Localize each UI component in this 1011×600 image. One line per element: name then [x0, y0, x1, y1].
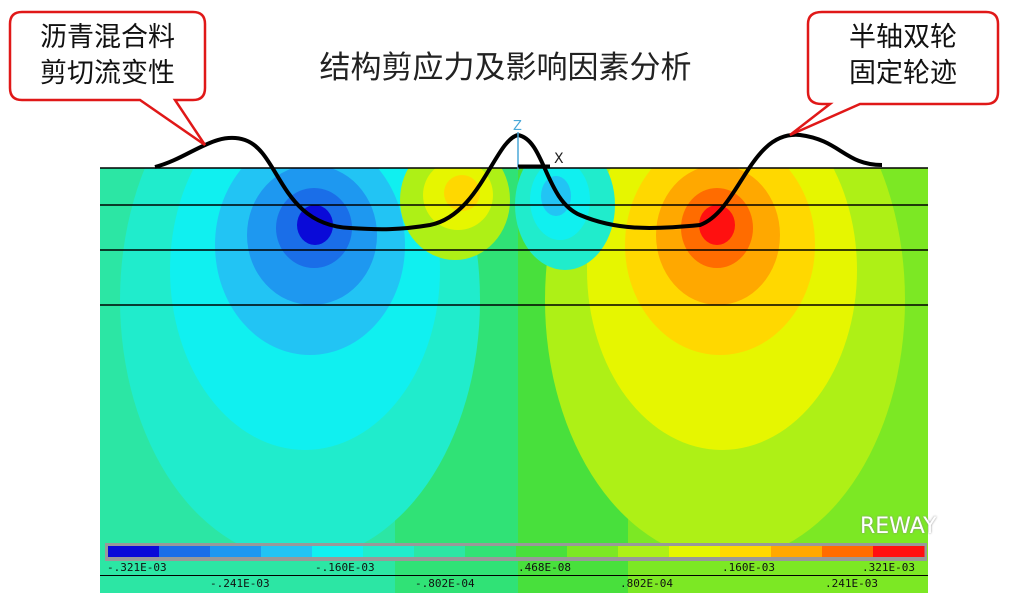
legend-color-block [567, 546, 619, 557]
legend-color-block [720, 546, 772, 557]
slide-title: 结构剪应力及影响因素分析 [319, 50, 692, 86]
legend-divider [100, 575, 928, 576]
legend-label: .468E-08 [518, 561, 571, 574]
callout-right-bubble [789, 10, 1000, 137]
legend-label: .160E-03 [722, 561, 775, 574]
z-axis-label: Z [513, 119, 522, 134]
legend-color-block [363, 546, 415, 557]
callout-left-bubble [8, 10, 207, 147]
callout-left-line1: 沥青混合料 [40, 22, 175, 53]
legend-color-block [159, 546, 211, 557]
legend-label: -.160E-03 [315, 561, 375, 574]
legend-color-block [771, 546, 823, 557]
callout-right-line2: 固定轮迹 [849, 58, 957, 89]
legend-label: .802E-04 [620, 577, 673, 590]
layer-lines [100, 167, 928, 306]
callout-right-line1: 半轴双轮 [849, 22, 957, 53]
legend-color-block [669, 546, 721, 557]
callout-left-text: 沥青混合料 剪切流变性 [10, 20, 205, 92]
legend-color-block [516, 546, 568, 557]
legend-color-block [108, 546, 160, 557]
legend-label: -.241E-03 [210, 577, 270, 590]
callout-left-line2: 剪切流变性 [40, 58, 175, 89]
legend-color-scale [108, 546, 925, 557]
legend-label: .321E-03 [862, 561, 915, 574]
legend-color-block [618, 546, 670, 557]
x-axis-label: X [554, 151, 564, 167]
legend-color-block [210, 546, 262, 557]
legend-label: -.321E-03 [107, 561, 167, 574]
legend-color-block [261, 546, 313, 557]
callout-right-text: 半轴双轮 固定轮迹 [808, 20, 998, 92]
legend-color-block [465, 546, 517, 557]
legend-color-block [312, 546, 364, 557]
legend-color-block [822, 546, 874, 557]
legend-color-block [873, 546, 925, 557]
watermark: REWAY [860, 514, 937, 539]
legend-color-block [414, 546, 466, 557]
legend-label: .241E-03 [825, 577, 878, 590]
shear-stress-contour [100, 168, 928, 593]
legend-label: -.802E-04 [415, 577, 475, 590]
